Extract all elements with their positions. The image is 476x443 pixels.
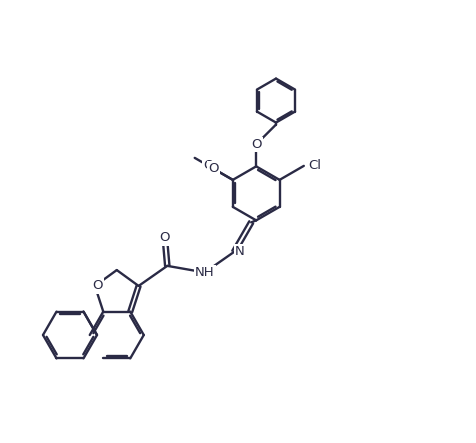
Text: NH: NH [195,266,214,279]
Text: Cl: Cl [307,159,320,172]
Text: O: O [92,280,103,292]
Text: O: O [203,159,213,172]
Text: N: N [235,245,245,258]
Text: O: O [250,138,261,151]
Text: O: O [159,232,170,245]
Text: O: O [208,163,218,175]
